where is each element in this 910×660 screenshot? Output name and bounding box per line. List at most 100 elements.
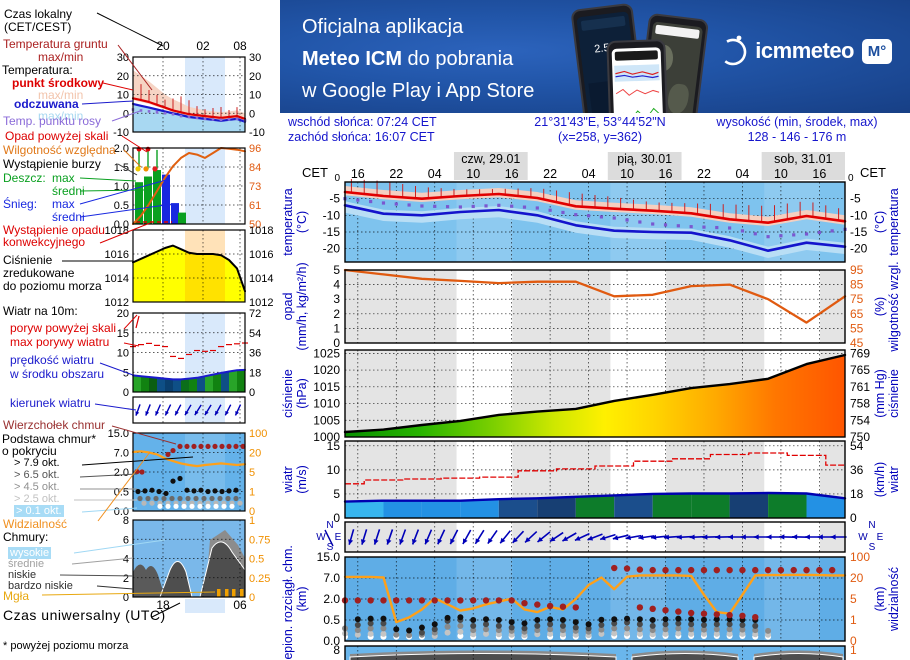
legend-wind-speed-1: prędkość wiatru [10,353,95,367]
tick-label: -15 [323,225,341,239]
legend-footnote: * powyżej poziomu morza [3,640,129,652]
banner-app-name: Meteo ICM [302,48,402,70]
tick-label: 0 [850,634,857,648]
app-promo-banner[interactable]: Oficjalna aplikacja Meteo ICM do pobrani… [280,0,910,113]
hour-label: 16 [812,167,826,181]
zero-tick-left: 0 [334,173,340,184]
hour-label: 22 [389,167,403,181]
legend-temp-maxmin: max/min [38,88,84,102]
tick-label: 0 [249,506,255,518]
hour-label: 04 [582,167,596,181]
legend-visibility: Widzialność [3,517,68,531]
tick-label: 4 [123,554,129,566]
tick-label: 1014 [105,273,129,285]
tick-label: 73 [249,181,261,193]
tick-label: 0.0 [114,219,129,231]
mini-utc-hour: 06 [233,598,247,612]
tick-label: 761 [850,380,870,394]
tick-label: 65 [850,307,864,321]
tick-label: 15 [117,328,129,340]
tick-label: 0 [333,336,340,350]
axis-label-right: wilgotność wzgl. [887,261,901,352]
axis-label-right: temperatura [887,188,901,255]
tick-label: 3 [333,292,340,306]
tick-label: -10 [323,208,341,222]
tick-label: 20 [249,448,261,460]
mini-hour-label: 08 [233,39,247,53]
tick-label: 1014 [249,273,273,285]
tick-label: 8 [333,643,340,657]
tick-label: 72 [249,308,261,320]
tick-label: 0 [123,108,129,120]
icmmeteo-logo[interactable]: icmmeteo M° [717,34,892,68]
tick-label: 5 [249,467,255,479]
tick-label: 2.0 [114,143,129,155]
tick-label: 54 [850,439,864,453]
phone-map-blob2 [666,82,690,113]
hour-label: 22 [543,167,557,181]
axis-label-right-unit: (°C) [873,211,887,233]
tick-label: 0.0 [323,634,340,648]
legend-okt-01-text: > 0.1 okt. [14,505,64,517]
legend-clouds-mid: średnie [8,558,45,570]
tick-label: 1016 [105,249,129,261]
compass-n: N [868,520,875,531]
tick-label: 20 [117,71,129,83]
legend-rain-mean: średni [52,184,85,198]
tick-label: 0 [850,511,857,525]
legend-pressure-2: zredukowane [3,266,75,280]
legend-okt-45: > 4.5 okt. [14,481,60,493]
legend-wind10: Wiatr na 10m: [3,304,78,318]
legend-rain: Deszcz: [3,171,46,185]
banner-line2-rest: do pobrania [402,48,514,70]
axis-label-left-unit: (mm/h, kg/m²/h) [295,262,309,350]
axis-label-left: temperatura [281,188,295,255]
axis-label-left: pion. rozciągł. chm. [281,545,295,653]
tick-label: 7.0 [114,448,129,460]
banner-line3: w Google Play i App Store [302,80,535,102]
tick-label: 96 [249,143,261,155]
tick-label: 0.5 [114,200,129,212]
legend-fog: Mgła [3,589,30,603]
legend-local-time-unit: (CET/CEST) [4,20,72,34]
tick-label: 1018 [249,225,273,237]
tick-label: 7.0 [323,571,340,585]
tick-label: 55 [850,321,864,335]
sun-info: wschód słońca: 07:24 CET zachód słońca: … [288,115,437,145]
tick-label: 61 [249,200,261,212]
axis-label-left: wiatr [281,466,295,493]
date-label: pią, 30.01 [617,152,672,166]
mini-hour-label: 02 [196,39,210,53]
hour-label: 22 [697,167,711,181]
tick-label: 1 [850,613,857,627]
tick-label: 0 [333,511,340,525]
axis-label-right-unit: (%) [873,297,887,316]
tick-label: 30 [117,52,129,64]
legend-utc: Czas uniwersalny (UTC) [3,607,166,623]
tick-label: 36 [850,463,864,477]
legend-snow-max: max [52,197,75,211]
axis-label-left-unit: (km) [295,587,309,612]
phone-map-searchbar [654,24,700,39]
altitude-label: wysokość (min, środek, max) [716,115,878,129]
tick-label: 20 [249,71,261,83]
tick-label: 0.5 [249,554,264,566]
tick-label: 36 [249,348,261,360]
tick-label: -20 [323,242,341,256]
axis-label-left-unit: (°C) [295,211,309,233]
tick-label: 1010 [313,397,340,411]
tick-label: 758 [850,397,870,411]
tick-label: 20 [117,308,129,320]
compass-e: E [335,532,342,543]
logo-badge: M° [862,38,892,64]
tick-label: 45 [850,336,864,350]
tick-label: 15 [327,439,341,453]
tick-label: 5 [123,367,129,379]
legend-okt-01: > 0.1 okt. [14,505,64,517]
tick-label: 2 [123,573,129,585]
tick-label: 0 [249,592,255,604]
tick-label: 1025 [313,346,340,360]
